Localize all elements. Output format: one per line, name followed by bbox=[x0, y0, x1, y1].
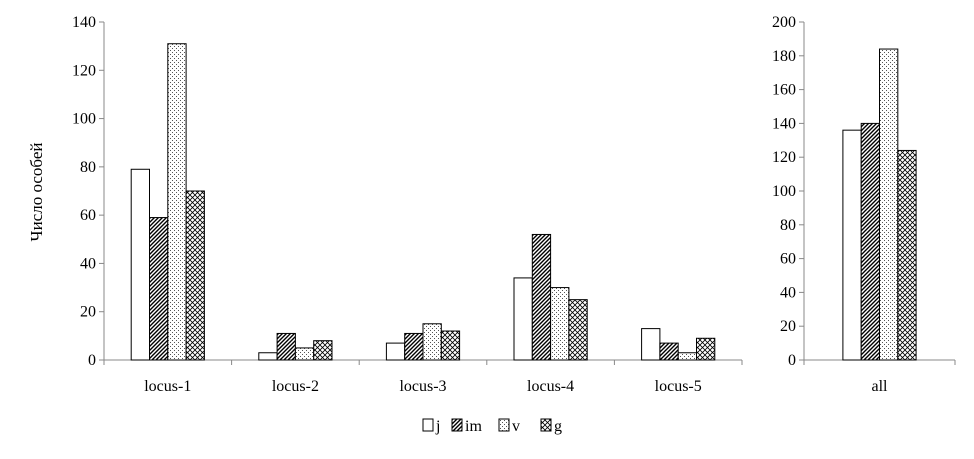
left-y-tick-label-0: 0 bbox=[88, 352, 96, 369]
left-bar-locus-1-j bbox=[130, 168, 150, 361]
left-bar-locus-5-v bbox=[677, 352, 698, 361]
right-y-tick-label-20: 20 bbox=[780, 318, 796, 335]
right-y-tick-label-0: 0 bbox=[788, 352, 796, 369]
right-y-tick-label-180: 180 bbox=[772, 48, 796, 65]
legend-swatch-g bbox=[540, 418, 552, 432]
left-y-tick-label-80: 80 bbox=[80, 159, 96, 176]
y-axis-label: Число особей bbox=[27, 143, 46, 242]
legend-swatch-im bbox=[451, 418, 463, 432]
left-bar-locus-4-j bbox=[513, 277, 533, 361]
left-bar-locus-3-j bbox=[385, 342, 406, 361]
right-y-tick-label-60: 60 bbox=[780, 251, 796, 268]
left-bar-locus-4-v bbox=[550, 287, 570, 361]
right-y-tick-label-40: 40 bbox=[780, 284, 796, 301]
right-y-tick-label-100: 100 bbox=[772, 183, 796, 200]
left-bar-locus-3-v bbox=[422, 323, 442, 361]
left-x-tick-label-locus-4: locus-4 bbox=[527, 378, 574, 395]
right-bar-all-im bbox=[860, 122, 881, 361]
right-y-tick-label-120: 120 bbox=[772, 149, 796, 166]
right-y-tick-label-200: 200 bbox=[772, 14, 796, 31]
left-bar-locus-3-im bbox=[404, 332, 424, 361]
left-bar-locus-5-im bbox=[659, 342, 679, 361]
left-bar-locus-1-g bbox=[185, 190, 205, 361]
right-y-tick-label-140: 140 bbox=[772, 115, 796, 132]
legend: j im v g bbox=[422, 418, 562, 435]
legend-label-im: im bbox=[465, 418, 482, 435]
right-x-tick-label-all: all bbox=[872, 378, 889, 395]
left-bar-locus-4-im bbox=[531, 233, 552, 361]
right-y-tick-label-80: 80 bbox=[780, 217, 796, 234]
left-bar-locus-2-j bbox=[258, 352, 278, 361]
left-bar-locus-5-j bbox=[641, 328, 661, 361]
legend-label-j: j bbox=[435, 418, 440, 435]
left-bar-locus-1-im bbox=[149, 217, 169, 361]
left-bar-locus-2-im bbox=[276, 332, 296, 361]
left-bar-locus-1-v bbox=[167, 43, 187, 361]
left-x-tick-label-locus-3: locus-3 bbox=[399, 378, 446, 395]
right-bar-all-v bbox=[879, 48, 899, 361]
left-x-tick-label-locus-5: locus-5 bbox=[655, 378, 702, 395]
left-y-tick-label-20: 20 bbox=[80, 304, 96, 321]
right-plot-area: 0 20 40 60 80 100 120 140 160 180 200 all bbox=[772, 14, 956, 395]
left-bar-locus-5-g bbox=[696, 337, 716, 361]
legend-label-g: g bbox=[554, 418, 562, 435]
left-bar-locus-2-g bbox=[313, 340, 333, 361]
legend-label-v: v bbox=[512, 418, 520, 435]
legend-swatch-j bbox=[422, 418, 434, 432]
left-y-tick-label-60: 60 bbox=[80, 207, 96, 224]
legend-swatch-v bbox=[498, 418, 510, 432]
left-plot-area: 0 20 40 60 80 100 120 140 locus-1 locus-2 locus-3 l… bbox=[72, 14, 743, 395]
right-bar-all-j bbox=[842, 129, 862, 361]
right-bar-all-g bbox=[897, 149, 917, 361]
left-y-tick-label-120: 120 bbox=[72, 62, 96, 79]
y-axis-title: Число особей bbox=[27, 143, 46, 242]
left-y-tick-label-40: 40 bbox=[80, 255, 96, 272]
right-y-tick-label-160: 160 bbox=[772, 82, 796, 99]
left-y-tick-label-100: 100 bbox=[72, 111, 96, 128]
left-y-tick-label-140: 140 bbox=[72, 14, 96, 31]
left-bar-locus-4-g bbox=[568, 299, 588, 361]
left-bar-locus-3-g bbox=[440, 330, 461, 361]
left-x-tick-label-locus-2: locus-2 bbox=[272, 378, 319, 395]
left-x-tick-label-locus-1: locus-1 bbox=[144, 378, 191, 395]
left-bar-locus-2-v bbox=[294, 347, 315, 361]
